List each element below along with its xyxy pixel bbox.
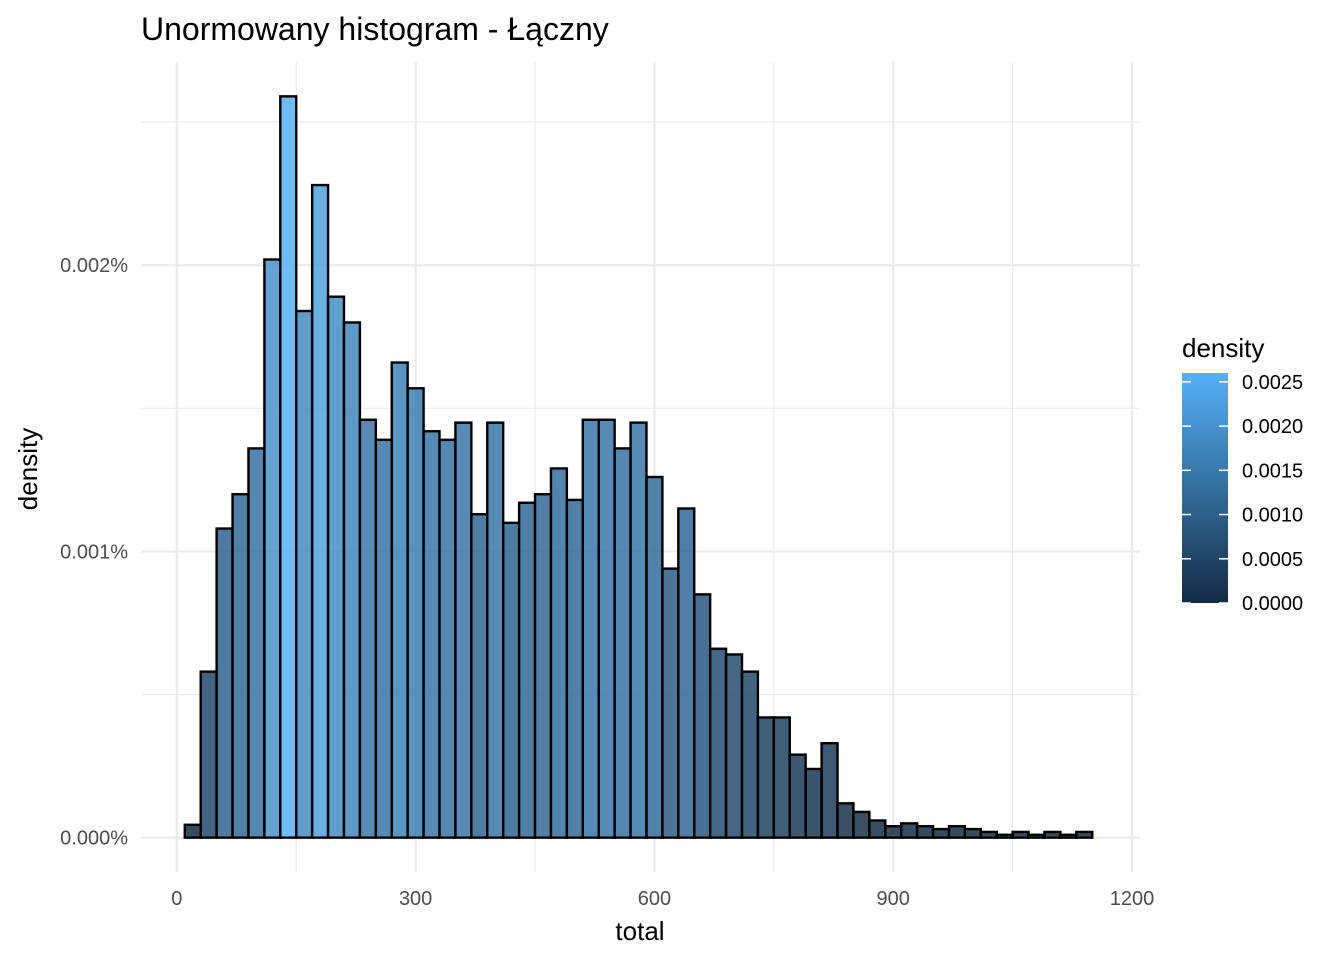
histogram-bar	[342, 321, 362, 839]
histogram-bars	[183, 95, 1094, 839]
x-tick-label: 300	[399, 888, 432, 910]
legend-tick-label: 0.0010	[1242, 505, 1303, 527]
histogram-bar	[1027, 833, 1046, 839]
legend-title: density	[1182, 333, 1264, 363]
histogram-bar	[183, 823, 202, 839]
legend-ticks: 0.0000 0.0005 0.0010 0.0015 0.0020 0.0025	[1182, 372, 1303, 615]
histogram-bar	[358, 418, 378, 839]
x-tick-label: 1200	[1110, 888, 1155, 910]
histogram-bar	[279, 95, 298, 839]
legend-tick-label: 0.0015	[1242, 460, 1303, 482]
histogram-bar	[788, 753, 807, 839]
histogram-bar	[374, 438, 393, 839]
legend-tick-label: 0.0005	[1242, 549, 1303, 571]
histogram-bar	[486, 421, 505, 839]
x-tick-label: 0	[171, 888, 182, 910]
histogram-bar	[215, 527, 234, 839]
histogram-bar	[979, 830, 998, 839]
histogram-bar	[852, 810, 871, 839]
histogram-bar	[310, 183, 330, 839]
x-axis-ticks: 0 300 600 900 1200	[171, 888, 1154, 910]
y-tick-label: 0.001%	[60, 541, 128, 563]
histogram-bar	[836, 802, 855, 839]
histogram-bar	[438, 438, 457, 839]
histogram-bar	[597, 418, 616, 839]
histogram-bar	[724, 653, 744, 839]
histogram-bar	[247, 447, 266, 839]
histogram-bar	[915, 825, 935, 839]
histogram-bar	[581, 418, 600, 839]
histogram-bar	[661, 567, 680, 839]
histogram-bar	[1059, 833, 1078, 839]
histogram-bar	[517, 501, 537, 839]
x-tick-label: 900	[877, 888, 910, 910]
histogram-bar	[199, 670, 218, 839]
histogram-bar	[693, 593, 712, 839]
histogram-bar	[963, 827, 982, 839]
histogram-bar	[295, 309, 314, 839]
histogram-bar	[995, 833, 1014, 839]
histogram-bar	[947, 825, 967, 839]
histogram-bar	[326, 295, 346, 839]
histogram-bar	[884, 825, 903, 839]
histogram-bar	[756, 716, 776, 839]
histogram-bar	[677, 507, 696, 839]
x-tick-label: 600	[638, 888, 671, 910]
y-tick-label: 0.000%	[60, 828, 128, 850]
legend-color-bar	[1182, 373, 1228, 603]
histogram-bar	[931, 827, 951, 839]
y-axis-ticks: 0.000% 0.001% 0.002%	[60, 255, 128, 849]
legend-tick-label: 0.0000	[1242, 593, 1303, 615]
histogram-bar	[565, 498, 584, 839]
histogram-bar	[613, 447, 632, 839]
chart-title: Unormowany histogram - Łączny	[141, 11, 609, 47]
histogram-bar	[533, 492, 553, 839]
histogram-bar	[390, 361, 409, 839]
histogram-bar	[422, 430, 441, 839]
histogram-bar	[820, 742, 839, 839]
y-axis-title: density	[13, 428, 43, 510]
y-tick-label: 0.002%	[60, 255, 128, 277]
histogram-bar	[231, 492, 250, 839]
histogram-bar	[804, 767, 823, 839]
histogram-bar	[406, 387, 425, 839]
histogram-bar	[899, 822, 919, 839]
histogram-bar	[772, 716, 791, 839]
histogram-bar	[645, 475, 664, 839]
legend-tick-label: 0.0020	[1242, 416, 1303, 438]
x-axis-title: total	[615, 916, 664, 946]
histogram-bar	[263, 258, 282, 839]
histogram-bar	[549, 467, 569, 839]
legend-tick-label: 0.0025	[1242, 372, 1303, 394]
histogram-bar	[454, 421, 473, 839]
color-legend: density 0.00000.00050.00100.00150.00200.…	[1182, 333, 1303, 615]
histogram-bar	[1043, 830, 1062, 839]
histogram-bar	[708, 647, 728, 839]
histogram-bar	[629, 421, 648, 839]
histogram-bar	[740, 670, 760, 839]
histogram-bar	[470, 513, 489, 839]
histogram-bar	[868, 819, 887, 839]
histogram-bar	[501, 521, 521, 839]
histogram-bar	[1075, 830, 1094, 839]
histogram-bar	[1011, 830, 1030, 839]
